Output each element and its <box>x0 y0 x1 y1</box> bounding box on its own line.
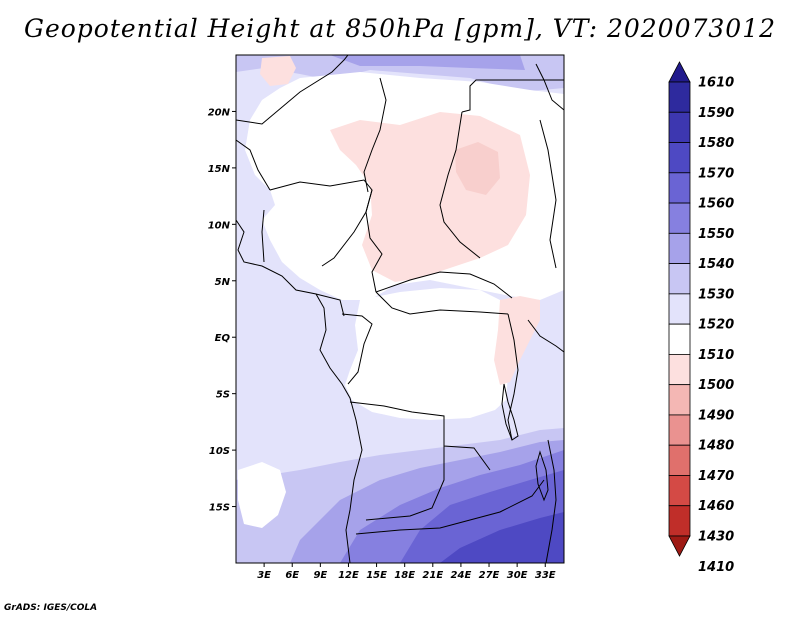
border-east-africa <box>507 313 519 441</box>
border-east-south <box>527 319 564 353</box>
grads-credit: GrADS: IGES/COLA <box>4 603 98 613</box>
colorbar-swatch <box>668 81 691 113</box>
lat-label: 15S <box>209 503 230 514</box>
colorbar-swatch <box>668 353 691 386</box>
latitude-axis: 20N 15N 10N 5N EQ 5S 10S 15S <box>208 107 236 514</box>
lat-label: 10S <box>209 446 230 457</box>
colorbar-swatch <box>668 263 691 295</box>
border-car <box>375 271 513 299</box>
border-angola <box>349 401 491 471</box>
colorbar-label: 1430 <box>698 530 734 545</box>
field-pink-east <box>494 296 540 385</box>
border-drc-west <box>341 313 373 385</box>
longitude-axis: 3E 6E 9E 12E 15E 18E 21E 24E 27E 30E 33E <box>257 563 556 581</box>
border-chad-sudan <box>439 111 481 259</box>
lake-malawi <box>535 450 549 502</box>
lake-tanganyika <box>501 383 519 441</box>
lon-label: 6E <box>285 570 299 581</box>
field-nw-pink-patch <box>260 56 296 86</box>
colorbar-label: 1470 <box>698 469 734 484</box>
border-zambia <box>365 446 445 521</box>
colorbar-label: 1560 <box>698 197 734 212</box>
lon-label: 15E <box>366 570 387 581</box>
field-congo-white <box>345 288 514 420</box>
coastline-west <box>236 219 363 563</box>
red-sea-coast <box>535 63 564 111</box>
coast-east <box>545 439 557 563</box>
colorbar-swatch <box>668 535 691 557</box>
colorbar-label: 1520 <box>698 318 734 333</box>
colorbar-swatch <box>668 142 691 174</box>
colorbar-label: 1590 <box>698 106 734 121</box>
colorbar-label: 1540 <box>698 257 734 272</box>
lon-label: 21E <box>422 570 443 581</box>
lat-label: 5N <box>215 277 231 288</box>
colorbar-swatch <box>668 475 691 507</box>
lat-label: 10N <box>208 220 231 231</box>
colorbar-swatch <box>668 505 691 537</box>
geopotential-field <box>236 55 564 563</box>
colorbar-label: 1500 <box>698 378 734 393</box>
border-namibia <box>355 479 545 535</box>
lon-label: 27E <box>479 570 500 581</box>
colorbar-swatch <box>668 444 691 476</box>
colorbar-label: 1490 <box>698 408 734 423</box>
border-gabon <box>315 293 345 317</box>
colorbar-label: 1570 <box>698 166 734 181</box>
colorbar-label: 1580 <box>698 136 734 151</box>
colorbar-label: 1530 <box>698 287 734 302</box>
border-sudan <box>461 79 564 113</box>
border-drc-north <box>375 291 509 315</box>
colorbar-label: 1480 <box>698 439 734 454</box>
map-title: Geopotential Height at 850hPa [gpm], VT:… <box>23 14 777 43</box>
lon-label: 18E <box>394 570 415 581</box>
border-libya-chad <box>363 77 387 193</box>
lat-label: 15N <box>208 164 231 175</box>
lon-label: 24E <box>451 570 472 581</box>
colorbar-swatch <box>668 111 691 143</box>
colorbar-swatch <box>668 232 691 264</box>
lon-label: 33E <box>535 570 556 581</box>
border-ivory-ghana <box>261 209 265 263</box>
colorbar: 1610 1590 1580 1570 1560 1550 1540 1530 1520 1510… <box>668 61 734 575</box>
lat-label: 20N <box>208 107 231 118</box>
field-north-band <box>330 55 525 70</box>
colorbar-swatch <box>668 384 691 416</box>
border-west-coast-north <box>236 139 271 191</box>
colorbar-swatch <box>668 61 691 83</box>
lat-label: 5S <box>216 390 230 401</box>
plot-frame <box>235 54 565 564</box>
lon-label: 3E <box>257 570 271 581</box>
field-pink-core <box>455 142 500 195</box>
colorbar-label: 1410 <box>698 560 734 575</box>
colorbar-label: 1550 <box>698 227 734 242</box>
country-boundaries <box>236 55 564 563</box>
lat-label: EQ <box>215 333 231 344</box>
colorbar-label: 1510 <box>698 348 734 363</box>
colorbar-swatch <box>668 414 691 446</box>
lon-label: 9E <box>313 570 327 581</box>
colorbar-swatch <box>668 293 691 325</box>
border-cameroon <box>365 189 383 293</box>
border-sahel <box>236 55 349 125</box>
colorbar-swatch <box>668 172 691 204</box>
field-south-darkest <box>440 512 564 563</box>
colorbar-swatch <box>668 323 691 355</box>
field-sw-white-patch <box>238 462 286 528</box>
colorbar-label: 1610 <box>698 76 734 91</box>
lon-label: 12E <box>338 570 359 581</box>
colorbar-swatch <box>668 202 691 234</box>
nile-border <box>539 119 557 269</box>
colorbar-label: 1460 <box>698 499 734 514</box>
lon-label: 30E <box>507 570 528 581</box>
